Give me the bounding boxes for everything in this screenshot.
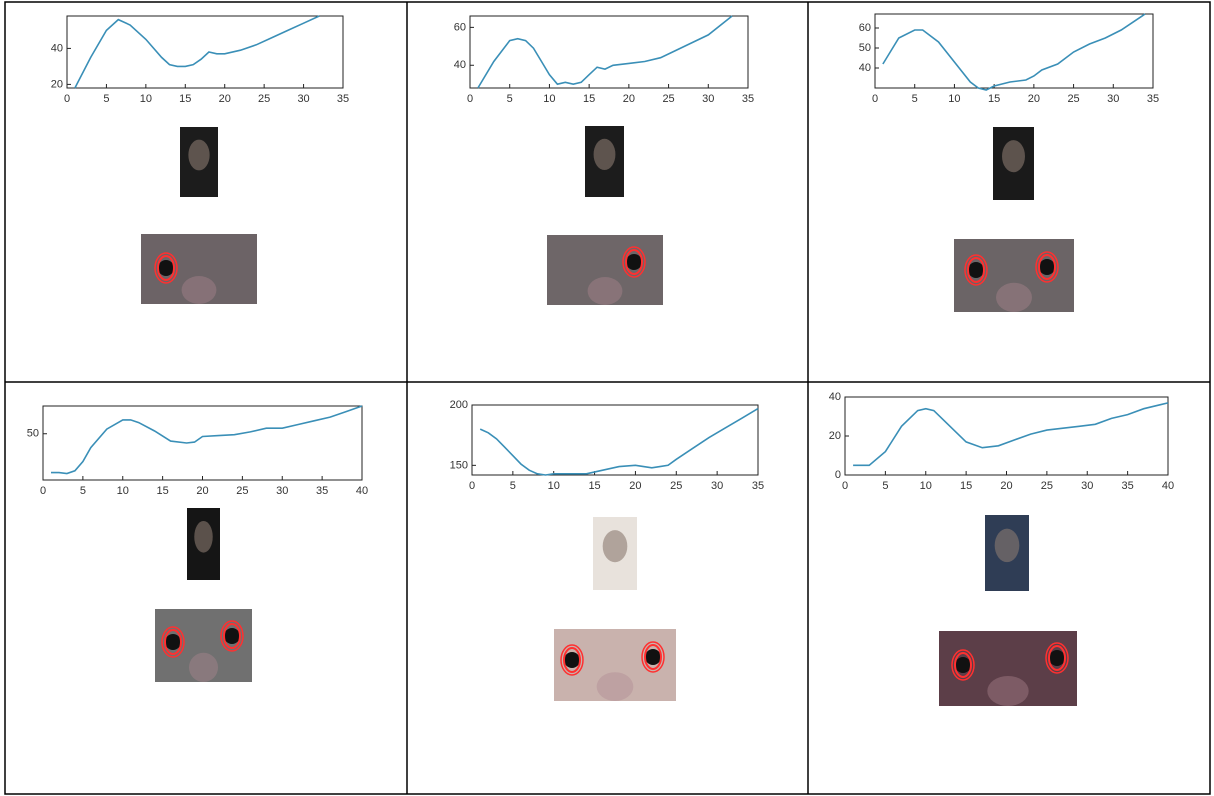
x-tick-label: 30 xyxy=(1107,93,1119,105)
x-tick-label: 30 xyxy=(1081,480,1093,492)
x-tick-label: 0 xyxy=(872,93,878,105)
x-tick-label: 20 xyxy=(629,480,641,492)
x-tick-label: 15 xyxy=(588,480,600,492)
pupil xyxy=(158,260,174,276)
x-tick-label: 35 xyxy=(316,485,328,497)
x-tick-label: 25 xyxy=(258,93,270,105)
x-tick-label: 40 xyxy=(356,485,368,497)
x-tick-label: 30 xyxy=(276,485,288,497)
pupil xyxy=(564,652,580,668)
x-tick-label: 20 xyxy=(219,93,231,105)
x-tick-label: 25 xyxy=(236,485,248,497)
y-tick-label: 60 xyxy=(859,22,871,34)
x-tick-label: 10 xyxy=(140,93,152,105)
x-tick-label: 30 xyxy=(711,480,723,492)
y-tick-label: 20 xyxy=(51,78,63,90)
nose-shade xyxy=(996,283,1032,312)
y-tick-label: 40 xyxy=(454,59,466,71)
plot-frame xyxy=(875,14,1153,88)
x-tick-label: 5 xyxy=(882,480,888,492)
x-tick-label: 5 xyxy=(912,93,918,105)
plot-frame xyxy=(472,405,758,475)
pupil xyxy=(1049,650,1065,666)
y-tick-label: 50 xyxy=(27,428,39,440)
x-tick-label: 10 xyxy=(543,93,555,105)
x-tick-label: 5 xyxy=(80,485,86,497)
face-head xyxy=(995,529,1020,562)
y-tick-label: 0 xyxy=(835,469,841,481)
x-tick-label: 15 xyxy=(988,93,1000,105)
x-tick-label: 20 xyxy=(623,93,635,105)
x-tick-label: 40 xyxy=(1162,480,1174,492)
face-head xyxy=(1002,140,1025,172)
x-tick-label: 15 xyxy=(179,93,191,105)
y-tick-label: 200 xyxy=(450,399,468,411)
x-tick-label: 25 xyxy=(1067,93,1079,105)
y-tick-label: 150 xyxy=(450,459,468,471)
x-tick-label: 35 xyxy=(337,93,349,105)
x-tick-label: 5 xyxy=(507,93,513,105)
plot-frame xyxy=(845,397,1168,475)
y-tick-label: 40 xyxy=(829,391,841,403)
face-head xyxy=(594,139,616,170)
x-tick-label: 0 xyxy=(40,485,46,497)
x-tick-label: 25 xyxy=(670,480,682,492)
x-tick-label: 30 xyxy=(297,93,309,105)
x-tick-label: 0 xyxy=(469,480,475,492)
x-tick-label: 5 xyxy=(103,93,109,105)
pupil xyxy=(968,262,984,278)
plot-frame xyxy=(43,406,362,480)
x-tick-label: 15 xyxy=(960,480,972,492)
x-tick-label: 15 xyxy=(157,485,169,497)
x-tick-label: 0 xyxy=(64,93,70,105)
x-tick-label: 35 xyxy=(1147,93,1159,105)
pupil xyxy=(645,649,661,665)
x-tick-label: 15 xyxy=(583,93,595,105)
x-tick-label: 10 xyxy=(948,93,960,105)
x-tick-label: 20 xyxy=(1000,480,1012,492)
x-tick-label: 5 xyxy=(510,480,516,492)
x-tick-label: 0 xyxy=(467,93,473,105)
x-tick-label: 10 xyxy=(548,480,560,492)
y-tick-label: 20 xyxy=(829,430,841,442)
nose-shade xyxy=(189,653,218,682)
figure: 0 5 10 15 20 25 30 35 20 40 0 5 10 15 20 25 30 35 40 60 0 5 10… xyxy=(0,0,1214,796)
face-head xyxy=(188,140,209,171)
y-tick-label: 60 xyxy=(454,21,466,33)
x-tick-label: 10 xyxy=(117,485,129,497)
x-tick-label: 25 xyxy=(662,93,674,105)
pupil xyxy=(224,628,240,644)
plot-frame xyxy=(470,16,748,88)
x-tick-label: 35 xyxy=(1122,480,1134,492)
x-tick-label: 20 xyxy=(196,485,208,497)
nose-shade xyxy=(987,676,1028,706)
pupil xyxy=(626,254,642,270)
x-tick-label: 10 xyxy=(920,480,932,492)
pupil xyxy=(165,634,181,650)
x-tick-label: 30 xyxy=(702,93,714,105)
face-head xyxy=(194,521,212,553)
x-tick-label: 35 xyxy=(752,480,764,492)
y-tick-label: 50 xyxy=(859,42,871,54)
y-tick-label: 40 xyxy=(859,62,871,74)
x-tick-label: 20 xyxy=(1028,93,1040,105)
y-tick-label: 40 xyxy=(51,42,63,54)
face-head xyxy=(603,530,628,562)
nose-shade xyxy=(182,276,217,304)
pupil xyxy=(955,657,971,673)
nose-shade xyxy=(597,672,634,701)
x-tick-label: 25 xyxy=(1041,480,1053,492)
pupil xyxy=(1039,259,1055,275)
plot-frame xyxy=(67,16,343,88)
x-tick-label: 35 xyxy=(742,93,754,105)
nose-shade xyxy=(588,277,623,305)
x-tick-label: 0 xyxy=(842,480,848,492)
